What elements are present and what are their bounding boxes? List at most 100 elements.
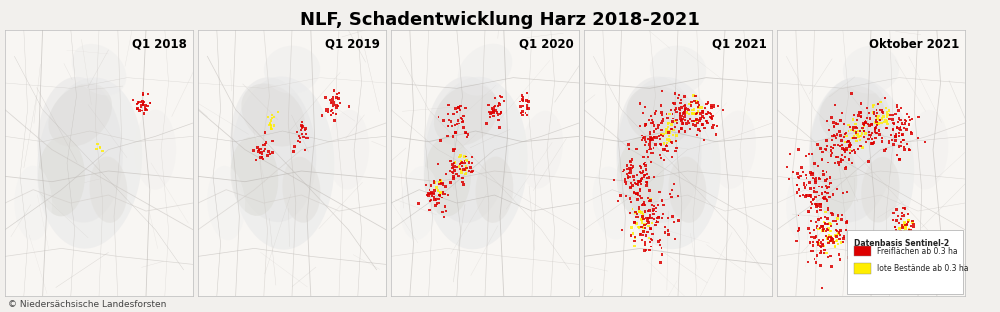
Point xyxy=(888,138,904,143)
Point xyxy=(454,119,470,124)
Point xyxy=(666,181,682,186)
Point xyxy=(491,102,507,107)
Point xyxy=(853,111,869,116)
Point xyxy=(884,138,900,143)
Ellipse shape xyxy=(264,46,320,94)
Point xyxy=(641,235,657,240)
Point xyxy=(446,174,462,179)
Point xyxy=(326,118,342,123)
Point xyxy=(703,116,719,121)
Point xyxy=(836,234,852,239)
Point xyxy=(330,96,346,101)
Point xyxy=(629,181,645,186)
Point xyxy=(634,237,650,242)
Point xyxy=(479,121,495,126)
Point xyxy=(825,192,841,197)
Point xyxy=(633,225,649,230)
Point xyxy=(667,118,683,123)
Point xyxy=(449,121,465,126)
Point xyxy=(664,111,680,116)
Point xyxy=(645,212,661,217)
Point xyxy=(829,154,845,159)
Point xyxy=(253,155,269,160)
Point xyxy=(426,188,442,193)
Point xyxy=(455,180,471,185)
Point xyxy=(894,214,910,219)
Point xyxy=(703,103,719,108)
Point xyxy=(818,210,834,215)
Point xyxy=(680,118,696,123)
Point xyxy=(855,125,871,130)
Point xyxy=(646,174,662,179)
Point xyxy=(660,228,676,233)
Point xyxy=(866,111,882,116)
Point xyxy=(837,131,853,136)
Point xyxy=(134,98,150,103)
Point xyxy=(624,166,640,171)
Point xyxy=(135,101,151,106)
Point xyxy=(904,117,920,122)
Point xyxy=(444,169,460,174)
Point xyxy=(484,110,500,115)
Point xyxy=(819,222,835,227)
Point xyxy=(431,181,447,186)
Point xyxy=(445,170,461,175)
Point xyxy=(460,132,476,137)
Point xyxy=(825,133,841,138)
Point xyxy=(622,158,638,163)
Point xyxy=(642,248,658,253)
Point xyxy=(137,105,153,110)
Point xyxy=(808,201,824,206)
Point xyxy=(328,111,344,116)
Point xyxy=(638,121,654,126)
Point xyxy=(668,133,684,138)
Point xyxy=(628,214,644,219)
Point xyxy=(660,148,676,153)
Point xyxy=(859,116,875,121)
Point xyxy=(822,180,838,185)
Point xyxy=(900,212,916,217)
Point xyxy=(635,169,651,174)
Point xyxy=(622,196,638,201)
Point xyxy=(639,179,655,184)
Ellipse shape xyxy=(626,85,692,145)
Point xyxy=(644,118,660,123)
Point xyxy=(900,231,916,236)
Point xyxy=(791,227,807,232)
Point xyxy=(640,208,656,213)
Point xyxy=(688,117,704,122)
Point xyxy=(647,222,663,227)
Point xyxy=(643,197,659,202)
Point xyxy=(823,115,839,120)
Point xyxy=(806,227,822,232)
Point xyxy=(623,181,639,186)
Point xyxy=(837,148,853,153)
Point xyxy=(619,163,635,168)
Point xyxy=(642,131,658,136)
Point xyxy=(813,240,829,245)
Point xyxy=(813,201,829,206)
Point xyxy=(642,129,658,134)
Point xyxy=(294,123,310,128)
Point xyxy=(837,140,853,145)
Point xyxy=(438,172,454,177)
Point xyxy=(285,149,301,154)
Point xyxy=(645,207,661,212)
Point xyxy=(659,143,675,148)
Point xyxy=(853,101,869,106)
Point xyxy=(658,143,674,148)
Point xyxy=(878,105,894,110)
Point xyxy=(434,195,450,200)
Point xyxy=(630,182,646,187)
Point xyxy=(843,128,859,133)
Point xyxy=(798,154,814,159)
Point xyxy=(662,130,678,135)
Point xyxy=(690,105,706,110)
Point xyxy=(816,228,832,233)
Point xyxy=(492,94,508,99)
Ellipse shape xyxy=(400,166,438,240)
Point xyxy=(821,233,837,238)
Text: Oktober 2021: Oktober 2021 xyxy=(869,38,959,51)
Point xyxy=(887,224,903,229)
Point xyxy=(692,116,708,121)
